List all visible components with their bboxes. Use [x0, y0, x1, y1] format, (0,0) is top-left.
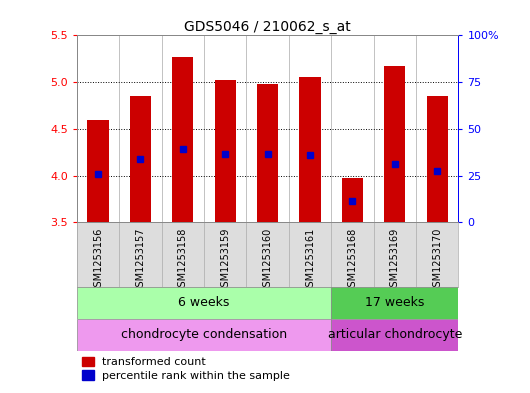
Bar	[257, 84, 278, 222]
Bar	[77, 319, 331, 351]
Bar	[87, 119, 109, 222]
Text: GSM1253157: GSM1253157	[136, 228, 145, 293]
Text: GSM1253159: GSM1253159	[220, 228, 230, 293]
Text: chondrocyte condensation: chondrocyte condensation	[121, 329, 287, 342]
Bar	[427, 96, 448, 222]
Bar	[77, 287, 331, 319]
Text: GSM1253161: GSM1253161	[305, 228, 315, 293]
Text: GSM1253158: GSM1253158	[178, 228, 188, 293]
Text: GSM1253156: GSM1253156	[93, 228, 103, 293]
Bar	[342, 178, 363, 222]
Text: GSM1253168: GSM1253168	[348, 228, 357, 293]
Text: 17 weeks: 17 weeks	[365, 296, 425, 309]
Bar	[299, 77, 321, 222]
Text: GSM1253160: GSM1253160	[263, 228, 272, 293]
Legend: transformed count, percentile rank within the sample: transformed count, percentile rank withi…	[82, 356, 290, 381]
Text: GSM1253169: GSM1253169	[390, 228, 400, 293]
Bar	[215, 80, 236, 222]
Bar	[331, 319, 458, 351]
Bar	[331, 287, 458, 319]
Bar	[384, 66, 405, 222]
Title: GDS5046 / 210062_s_at: GDS5046 / 210062_s_at	[184, 20, 351, 34]
Text: GSM1253170: GSM1253170	[432, 228, 442, 293]
Text: 6 weeks: 6 weeks	[179, 296, 229, 309]
Bar	[130, 96, 151, 222]
Text: articular chondrocyte: articular chondrocyte	[328, 329, 462, 342]
Bar	[172, 57, 193, 222]
